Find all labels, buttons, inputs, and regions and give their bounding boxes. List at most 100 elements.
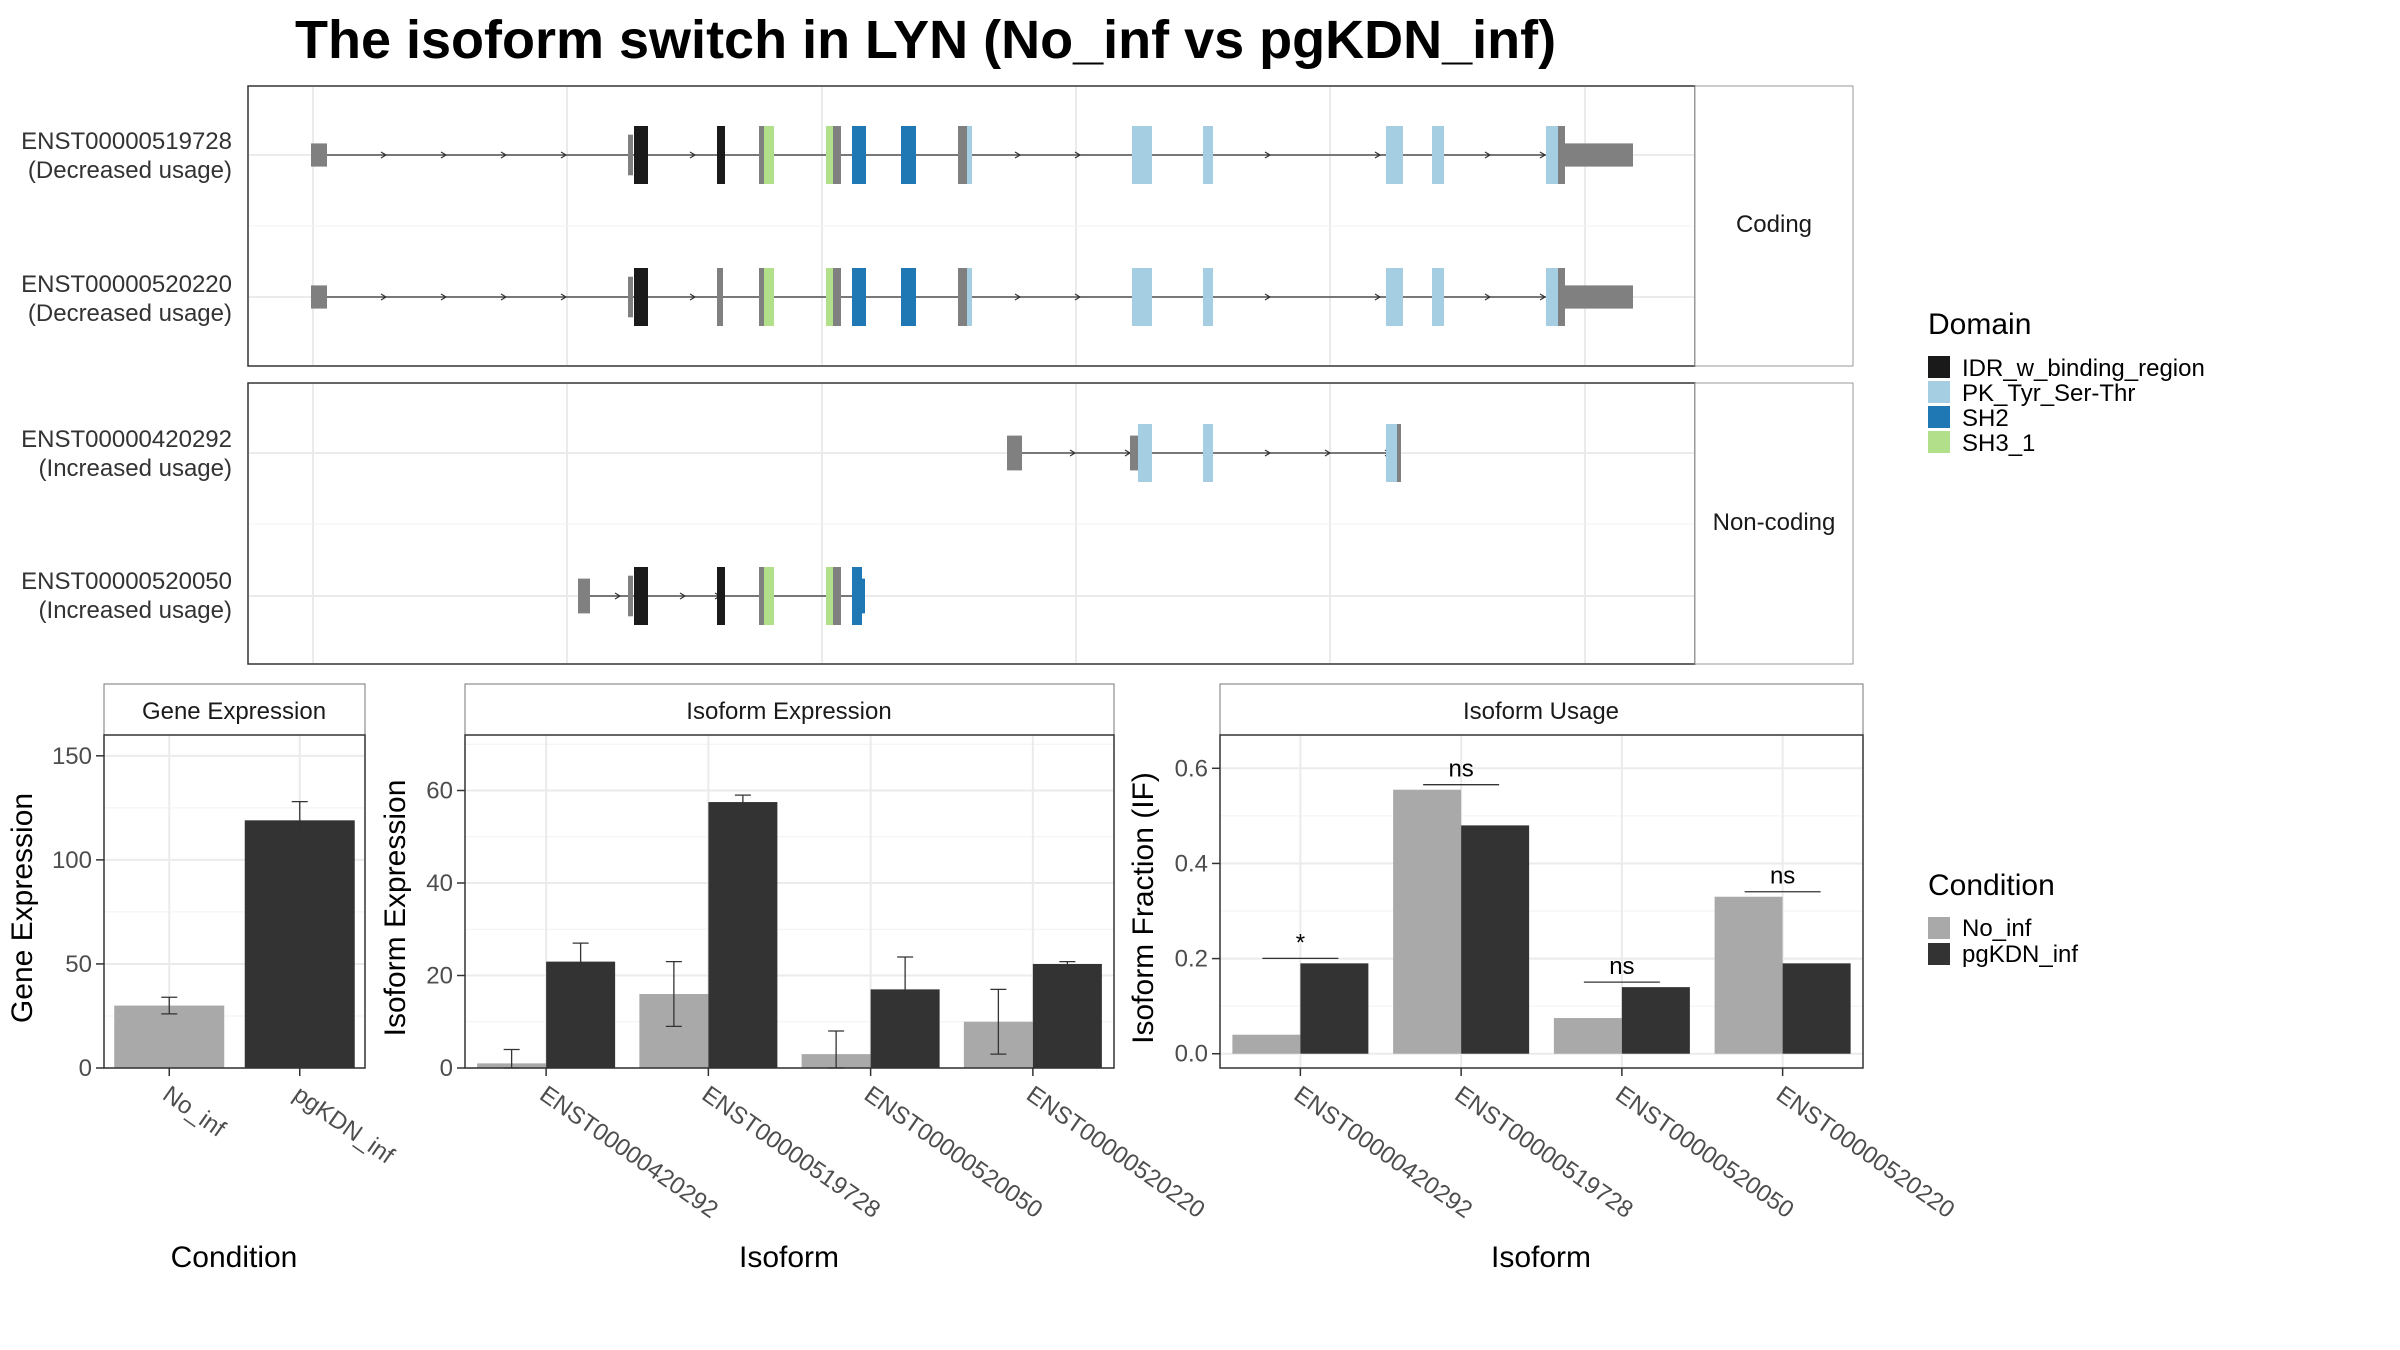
exon	[759, 268, 764, 326]
x-tick-label: ENST00000519728	[697, 1081, 885, 1224]
chart-strip	[464, 683, 1115, 736]
x-axis-label: Isoform	[1491, 1241, 1591, 1274]
significance-label: ns	[1609, 953, 1634, 980]
y-tick-label: 0.2	[1175, 946, 1208, 973]
exon	[764, 567, 774, 625]
domain-legend: Domain IDR_w_binding_region PK_Tyr_Ser-T…	[1928, 308, 2205, 457]
exon	[634, 268, 648, 326]
y-tick-label: 0.4	[1175, 850, 1208, 877]
exon	[967, 126, 972, 184]
transcript-usage: (Increased usage)	[39, 455, 232, 482]
exon	[1132, 126, 1152, 184]
condition-legend-title: Condition	[1928, 869, 2055, 902]
intron-arrow	[1484, 151, 1492, 159]
intron-arrow	[1074, 293, 1082, 301]
exon	[717, 126, 725, 184]
transcript-id: ENST00000519728	[21, 128, 232, 155]
x-tick-label: ENST00000420292	[535, 1081, 723, 1224]
transcript-usage: (Decreased usage)	[28, 157, 232, 184]
bar	[1393, 789, 1462, 1054]
intron-arrow	[1264, 449, 1272, 457]
exon	[967, 268, 972, 326]
exon	[852, 268, 866, 326]
exon	[717, 567, 725, 625]
domain-legend-label: IDR_w_binding_region	[1962, 355, 2205, 382]
x-tick-label: ENST00000519728	[1450, 1081, 1638, 1224]
intron-arrow	[380, 151, 388, 159]
intron-arrow	[1484, 293, 1492, 301]
transcript-id: ENST00000420292	[21, 426, 232, 453]
intron-arrow	[440, 151, 448, 159]
intron-arrow	[380, 293, 388, 301]
bar	[1782, 963, 1851, 1054]
exon	[1203, 424, 1213, 482]
exon	[1132, 268, 1152, 326]
facet-strip-coding	[1694, 85, 1854, 367]
exon	[634, 126, 648, 184]
exon	[1203, 126, 1213, 184]
transcript-usage: (Decreased usage)	[28, 300, 232, 327]
exon	[578, 578, 590, 614]
exon	[764, 126, 774, 184]
bar	[1461, 825, 1530, 1054]
chart-title: Isoform Usage	[1463, 698, 1619, 725]
exon	[1386, 268, 1403, 326]
exon	[1007, 435, 1022, 471]
isoform-expression-chart: Isoform Expression Isoform Isoform Expre…	[379, 683, 1210, 1274]
y-tick-label: 40	[426, 870, 453, 897]
exon	[958, 126, 967, 184]
intron-arrow	[560, 151, 568, 159]
transcript-track	[578, 567, 865, 625]
chart-strip	[103, 683, 366, 736]
exon	[628, 276, 633, 318]
y-tick-label: 0	[440, 1055, 453, 1082]
y-axis-label: Isoform Expression	[379, 780, 412, 1037]
figure-title: The isoform switch in LYN (No_inf vs pgK…	[295, 10, 1556, 70]
exon	[862, 578, 865, 614]
intron-arrow	[679, 592, 687, 600]
intron-arrow	[614, 592, 622, 600]
domain-legend-key	[1928, 381, 1950, 403]
transcript-id: ENST00000520220	[21, 271, 232, 298]
exon	[311, 143, 327, 167]
isoform-usage-chart: Isoform Usage Isoform Isoform Fraction (…	[1127, 683, 1959, 1274]
y-tick-label: 60	[426, 778, 453, 805]
y-axis-label: Isoform Fraction (IF)	[1127, 772, 1160, 1044]
exon	[634, 567, 648, 625]
exon	[1558, 126, 1565, 184]
domain-legend-label: PK_Tyr_Ser-Thr	[1962, 380, 2135, 407]
transcript-track	[1007, 424, 1401, 482]
exon	[764, 268, 774, 326]
x-tick-label: ENST00000420292	[1289, 1081, 1477, 1224]
intron-arrow	[1014, 151, 1022, 159]
exon	[833, 268, 841, 326]
exon	[1558, 268, 1565, 326]
transcript-tracks	[311, 126, 1633, 625]
intron-arrow	[1324, 449, 1332, 457]
exon	[901, 268, 916, 326]
condition-legend: Condition No_inf pgKDN_inf	[1928, 869, 2078, 968]
bar	[114, 1005, 225, 1068]
intron-arrow	[1074, 151, 1082, 159]
exon	[852, 126, 866, 184]
exon	[628, 134, 633, 176]
transcript-usage: (Increased usage)	[39, 597, 232, 624]
exon	[1138, 424, 1152, 482]
intron-arrow	[500, 151, 508, 159]
exon	[1432, 268, 1444, 326]
domain-legend-label: SH2	[1962, 405, 2009, 432]
chart-strip	[1219, 683, 1864, 736]
x-tick-label: No_inf	[158, 1081, 231, 1143]
transcript-id: ENST00000520050	[21, 568, 232, 595]
y-tick-label: 0	[79, 1055, 92, 1082]
exon	[833, 126, 841, 184]
intron-arrow	[1014, 293, 1022, 301]
significance-label: *	[1296, 929, 1305, 956]
intron-arrow	[1539, 293, 1547, 301]
bar	[1300, 963, 1369, 1054]
bar	[1232, 1034, 1301, 1054]
domain-legend-key	[1928, 406, 1950, 428]
facet-label-noncoding: Non-coding	[1713, 509, 1836, 536]
x-tick-label: ENST00000520220	[1021, 1081, 1209, 1224]
intron-arrow	[689, 293, 697, 301]
